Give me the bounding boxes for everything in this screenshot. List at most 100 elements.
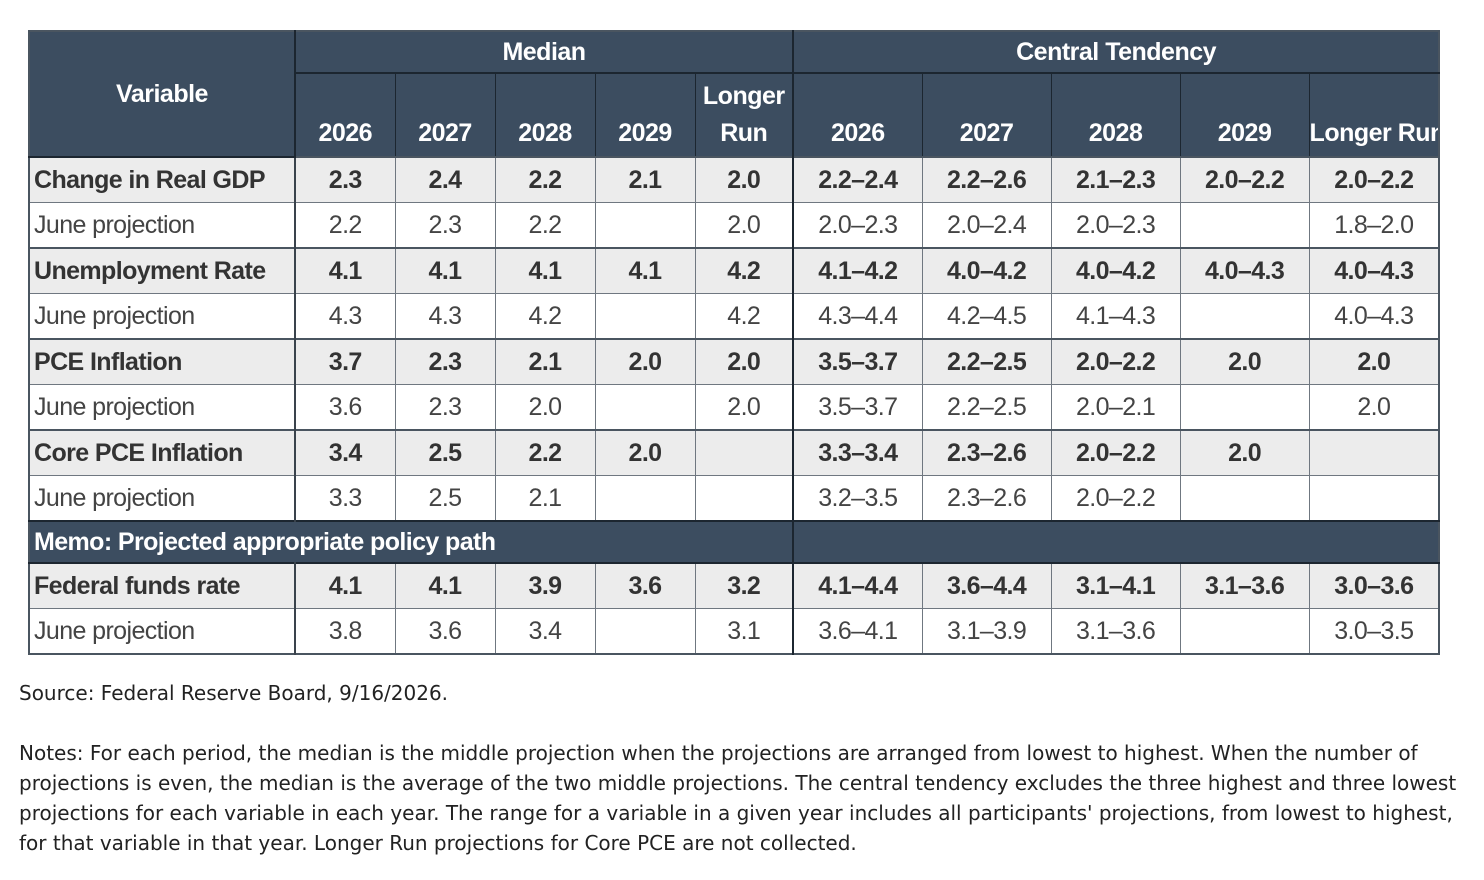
central-tendency-cell: 2.0–2.2 xyxy=(1308,156,1440,203)
central-tendency-cell: 4.3–4.4 xyxy=(792,293,923,340)
source-note: Source: Federal Reserve Board, 9/16/2026… xyxy=(19,681,449,705)
median-cell: 2.0 xyxy=(594,338,696,385)
central-tendency-cell: 2.0–2.3 xyxy=(1050,202,1181,249)
table-row-gdp: Change in Real GDP 2.3 2.4 2.2 2.1 2.0 2.2–2.4… xyxy=(28,156,1440,203)
central-tendency-cell: 2.0–2.3 xyxy=(792,202,923,249)
central-tendency-cell: 2.0 xyxy=(1179,338,1310,385)
central-tendency-cell: 2.0–2.4 xyxy=(921,202,1052,249)
table-row-unemp-june: June projection 4.3 4.3 4.2 4.2 4.3–4.4 4.2–4.… xyxy=(28,293,1440,340)
central-tendency-cell xyxy=(1179,202,1310,249)
row-label: June projection xyxy=(28,202,296,249)
median-cell: 2.2 xyxy=(494,429,596,476)
median-year-header: 2026 xyxy=(294,72,396,158)
row-label: PCE Inflation xyxy=(28,338,296,385)
median-longer-run-header: Longer Run xyxy=(694,72,794,158)
ct-longer-run-header: Longer Run xyxy=(1308,72,1440,158)
central-tendency-cell: 4.2–4.5 xyxy=(921,293,1052,340)
central-tendency-cell xyxy=(1179,293,1310,340)
row-label: Core PCE Inflation xyxy=(28,429,296,476)
median-cell: 4.2 xyxy=(694,247,794,294)
median-cell: 2.0 xyxy=(494,384,596,431)
median-cell: 4.2 xyxy=(494,293,596,340)
central-tendency-cell: 3.0–3.5 xyxy=(1308,608,1440,655)
median-year-header: 2028 xyxy=(494,72,596,158)
median-year-header: 2027 xyxy=(394,72,496,158)
central-tendency-cell: 2.0 xyxy=(1308,384,1440,431)
table-row-pce: PCE Inflation 3.7 2.3 2.1 2.0 2.0 3.5–3.7 2.2–2… xyxy=(28,338,1440,385)
median-cell: 4.2 xyxy=(694,293,794,340)
median-cell: 2.1 xyxy=(494,338,596,385)
median-cell: 2.4 xyxy=(394,156,496,203)
median-cell: 4.1 xyxy=(494,247,596,294)
central-tendency-cell: 3.6–4.1 xyxy=(792,608,923,655)
ct-year-header: 2027 xyxy=(921,72,1052,158)
median-cell: 2.0 xyxy=(694,338,794,385)
central-tendency-cell xyxy=(1179,384,1310,431)
central-tendency-cell: 3.6–4.4 xyxy=(921,562,1052,609)
median-cell: 2.2 xyxy=(494,156,596,203)
median-cell: 2.2 xyxy=(294,202,396,249)
median-cell: 2.3 xyxy=(394,384,496,431)
central-tendency-cell: 2.3–2.6 xyxy=(921,475,1052,522)
median-cell: 3.6 xyxy=(394,608,496,655)
central-tendency-cell: 3.2–3.5 xyxy=(792,475,923,522)
central-tendency-cell: 3.1–3.9 xyxy=(921,608,1052,655)
median-cell: 3.8 xyxy=(294,608,396,655)
median-cell: 3.4 xyxy=(294,429,396,476)
median-cell: 3.7 xyxy=(294,338,396,385)
central-tendency-cell: 3.1–3.6 xyxy=(1050,608,1181,655)
memo-filler xyxy=(792,520,1440,564)
row-label: June projection xyxy=(28,608,296,655)
central-tendency-cell: 2.0–2.2 xyxy=(1179,156,1310,203)
central-tendency-cell xyxy=(1179,608,1310,655)
row-label: Unemployment Rate xyxy=(28,247,296,294)
notes-text: Notes: For each period, the median is th… xyxy=(19,741,1457,855)
central-tendency-cell: 3.3–3.4 xyxy=(792,429,923,476)
median-cell: 2.3 xyxy=(394,338,496,385)
central-tendency-cell: 4.0–4.3 xyxy=(1308,247,1440,294)
table-row-gdp-june: June projection 2.2 2.3 2.2 2.0 2.0–2.3 2.0–2.… xyxy=(28,202,1440,249)
median-cell: 3.6 xyxy=(294,384,396,431)
central-tendency-cell: 3.1–3.6 xyxy=(1179,562,1310,609)
central-tendency-cell xyxy=(1308,429,1440,476)
median-cell: 4.1 xyxy=(294,247,396,294)
central-tendency-cell: 2.0–2.2 xyxy=(1050,475,1181,522)
row-label: Memo: Projected appropriate policy path xyxy=(28,520,794,564)
median-cell xyxy=(694,475,794,522)
median-cell: 2.0 xyxy=(594,429,696,476)
median-cell xyxy=(694,429,794,476)
table-row-memo: Memo: Projected appropriate policy path xyxy=(28,520,1440,564)
central-tendency-cell: 3.1–4.1 xyxy=(1050,562,1181,609)
median-cell: 2.2 xyxy=(494,202,596,249)
ct-year-header: 2026 xyxy=(792,72,923,158)
median-cell: 2.3 xyxy=(294,156,396,203)
table-row-ffr: Federal funds rate 4.1 4.1 3.9 3.6 3.2 4.1–4.4… xyxy=(28,562,1440,609)
median-cell xyxy=(594,202,696,249)
central-tendency-cell: 2.3–2.6 xyxy=(921,429,1052,476)
central-tendency-cell: 4.0–4.2 xyxy=(1050,247,1181,294)
median-cell: 2.0 xyxy=(694,202,794,249)
median-cell xyxy=(594,475,696,522)
median-cell: 4.3 xyxy=(294,293,396,340)
median-cell: 3.4 xyxy=(494,608,596,655)
projections-table: Variable Median Central Tendency 2026 20… xyxy=(28,30,1441,655)
median-cell: 4.1 xyxy=(394,247,496,294)
median-cell: 3.9 xyxy=(494,562,596,609)
central-tendency-cell: 2.0–2.1 xyxy=(1050,384,1181,431)
median-cell: 4.1 xyxy=(294,562,396,609)
row-label: June projection xyxy=(28,475,296,522)
central-tendency-cell: 2.2–2.4 xyxy=(792,156,923,203)
row-label: Change in Real GDP xyxy=(28,156,296,203)
table-row-unemp: Unemployment Rate 4.1 4.1 4.1 4.1 4.2 4.1–4.2 4… xyxy=(28,247,1440,294)
median-cell: 2.0 xyxy=(694,156,794,203)
central-tendency-cell: 2.2–2.5 xyxy=(921,338,1052,385)
median-cell xyxy=(594,384,696,431)
central-tendency-cell: 4.1–4.4 xyxy=(792,562,923,609)
central-tendency-cell: 2.0 xyxy=(1179,429,1310,476)
central-tendency-cell: 3.5–3.7 xyxy=(792,384,923,431)
central-tendency-cell: 1.8–2.0 xyxy=(1308,202,1440,249)
central-tendency-cell: 4.0–4.3 xyxy=(1179,247,1310,294)
central-tendency-cell: 2.0–2.2 xyxy=(1050,429,1181,476)
median-cell: 3.1 xyxy=(694,608,794,655)
median-group-header: Median xyxy=(294,30,794,74)
